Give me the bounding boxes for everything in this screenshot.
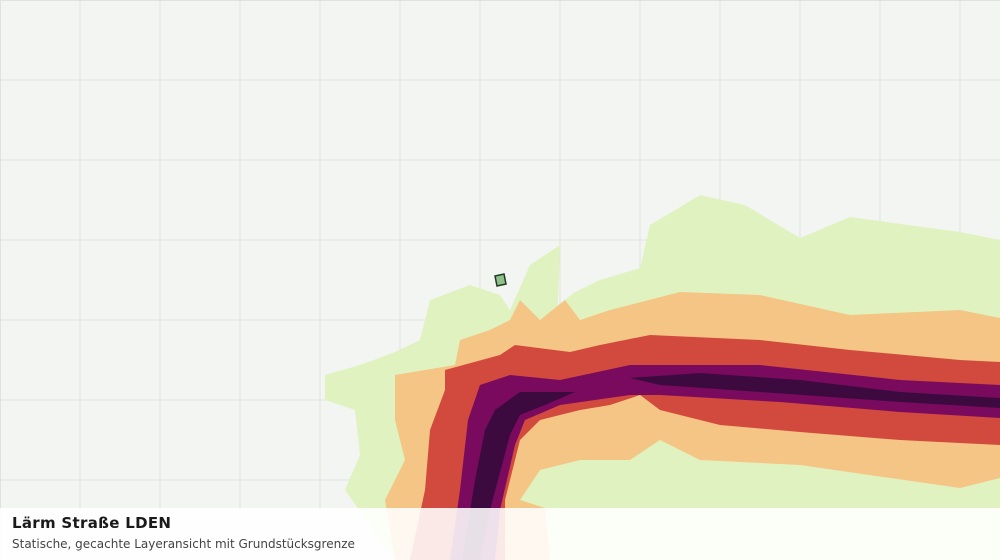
layer-legend: Lärm Straße LDEN Statische, gecachte Lay… [0,508,1000,560]
layer-subtitle: Statische, gecachte Layeransicht mit Gru… [12,537,355,551]
parcel-boundary [494,273,507,287]
noise-zone-very-high [450,365,1000,560]
layer-title: Lärm Straße LDEN [12,514,172,532]
